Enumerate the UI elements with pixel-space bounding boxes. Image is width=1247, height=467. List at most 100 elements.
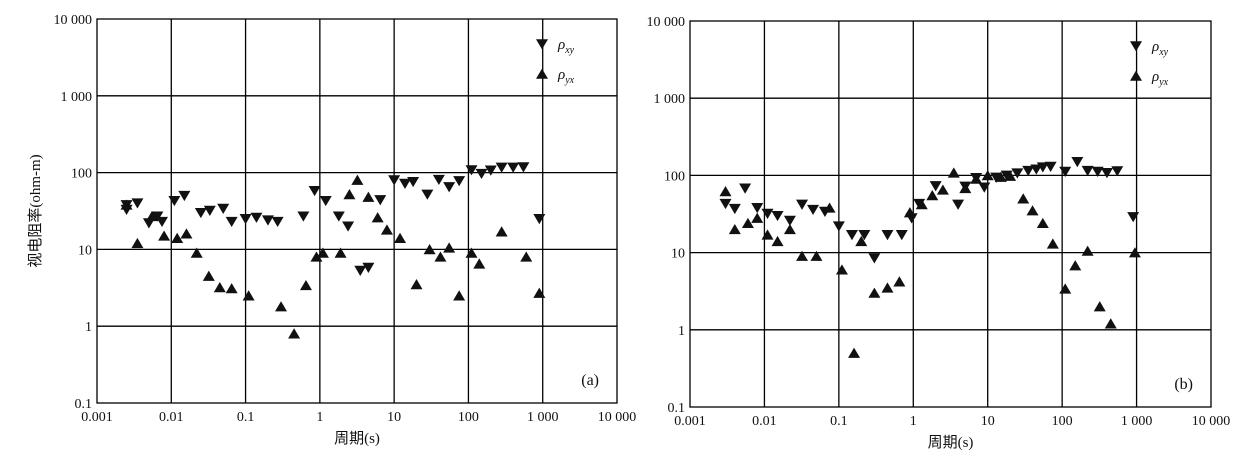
chart-a-xlabel: 周期(s) bbox=[334, 430, 380, 447]
chart-a-point-rho-yx bbox=[443, 242, 456, 253]
chart-a-point-rho-yx bbox=[495, 226, 508, 237]
chart-b-ytick-label: 10 bbox=[671, 247, 685, 262]
chart-a-xtick-label: 100 bbox=[458, 410, 479, 425]
chart-a-ylabel: 视电阻率(ohm-m) bbox=[27, 154, 44, 267]
chart-a-point-rho-yx bbox=[343, 189, 356, 200]
chart-b-xtick-label: 1 bbox=[910, 414, 917, 429]
chart-a-point-rho-yx bbox=[120, 199, 133, 210]
chart-b-point-rho-yx bbox=[1059, 283, 1072, 294]
chart-b-ytick-label: 1 000 bbox=[654, 92, 686, 107]
chart-a-point-rho-yx bbox=[334, 247, 347, 258]
chart-b-point-rho-yx bbox=[959, 182, 972, 194]
chart-a-point-rho-yx bbox=[145, 210, 158, 222]
chart-b-ytick-label: 10 000 bbox=[647, 15, 686, 30]
chart-b-point-rho-yx bbox=[855, 235, 868, 247]
chart-a-point-rho-xy bbox=[342, 221, 355, 232]
chart-a-point-rho-yx bbox=[394, 232, 407, 243]
chart-a-legend-marker bbox=[536, 39, 548, 50]
chart-b-point-rho-xy bbox=[1011, 168, 1024, 179]
chart-b-point-rho-yx bbox=[719, 186, 732, 197]
chart-a-panel-label: (a) bbox=[581, 372, 599, 389]
chart-b-point-rho-yx bbox=[751, 212, 764, 223]
chart-b-point-rho-yx bbox=[848, 347, 861, 358]
chart-a-point-rho-xy bbox=[297, 211, 310, 222]
chart-a-point-rho-xy bbox=[131, 198, 144, 209]
chart-a-point-rho-xy bbox=[421, 189, 434, 200]
chart-b-series-rho-xy bbox=[719, 157, 1140, 264]
chart-b-point-rho-yx bbox=[1004, 170, 1017, 181]
chart-a-point-rho-xy bbox=[271, 216, 284, 228]
chart-a-point-rho-yx bbox=[453, 290, 466, 301]
chart-b-point-rho-xy bbox=[1111, 166, 1124, 177]
chart-b-point-rho-yx bbox=[915, 199, 928, 210]
chart-a-ytick-label: 100 bbox=[71, 167, 92, 182]
chart-a-point-rho-xy bbox=[217, 203, 230, 214]
chart-a-point-rho-yx bbox=[202, 270, 215, 281]
chart-a-xtick-label: 10 bbox=[387, 410, 401, 425]
chart-b-point-rho-yx bbox=[1036, 217, 1049, 229]
chart-a-xtick-label: 0.001 bbox=[81, 410, 113, 425]
chart-b-xlabel: 周期(s) bbox=[928, 434, 974, 451]
chart-b-point-rho-yx bbox=[970, 173, 983, 184]
chart-b-point-rho-xy bbox=[1059, 166, 1072, 178]
chart-a-point-rho-xy bbox=[239, 214, 252, 225]
chart-a-xtick-label: 1 bbox=[316, 410, 323, 425]
chart-b-point-rho-yx bbox=[893, 276, 906, 287]
chart-a-point-rho-xy bbox=[475, 168, 488, 180]
chart-b-panel-label: (b) bbox=[1174, 376, 1193, 393]
chart-a-legend-label: ρyx bbox=[557, 67, 575, 86]
chart-a-xtick-label: 0.01 bbox=[159, 410, 184, 425]
chart-a-point-rho-yx bbox=[423, 244, 436, 255]
chart-a-point-rho-xy bbox=[319, 195, 332, 207]
chart-a-legend-label: ρxy bbox=[557, 37, 575, 56]
chart-a-point-rho-xy bbox=[484, 165, 497, 176]
chart-a-point-rho-yx bbox=[380, 224, 393, 235]
chart-b-point-rho-yx bbox=[994, 171, 1007, 182]
chart-b-point-rho-xy bbox=[1127, 212, 1140, 223]
chart-b-point-rho-xy bbox=[796, 199, 809, 210]
chart-a-point-rho-yx bbox=[465, 247, 478, 258]
chart-b-xtick-label: 10 000 bbox=[1192, 414, 1231, 429]
chart-a-point-rho-xy bbox=[203, 205, 216, 217]
chart-a-point-rho-xy bbox=[374, 195, 387, 206]
chart-a-point-rho-xy bbox=[407, 176, 420, 188]
chart-a-legend-marker bbox=[536, 68, 548, 79]
chart-b-point-rho-yx bbox=[1104, 318, 1117, 329]
chart-b-point-rho-xy bbox=[832, 221, 845, 232]
chart-a-point-rho-xy bbox=[194, 207, 207, 219]
chart-a-point-rho-xy bbox=[225, 216, 238, 228]
chart-b-ytick-label: 100 bbox=[664, 169, 685, 184]
chart-a-point-rho-yx bbox=[242, 290, 255, 301]
chart-a-point-rho-xy bbox=[261, 215, 274, 226]
chart-b-panel: 0.001 0.01 0.1 1 10 100 1 000 10 000 0.1 1 10 100 1 … bbox=[647, 15, 1231, 451]
chart-a-point-rho-xy bbox=[362, 262, 375, 273]
chart-a-point-rho-xy bbox=[332, 211, 345, 222]
chart-a-point-rho-yx bbox=[190, 247, 203, 258]
chart-b-xtick-label: 10 bbox=[981, 414, 995, 429]
chart-a-point-rho-yx bbox=[131, 237, 144, 249]
chart-b-point-rho-xy bbox=[719, 198, 732, 210]
chart-b-point-rho-yx bbox=[1093, 301, 1106, 312]
chart-a-point-rho-xy bbox=[465, 165, 478, 176]
chart-a-point-rho-yx bbox=[225, 283, 238, 294]
chart-a-point-rho-yx bbox=[158, 230, 171, 241]
chart-b-point-rho-xy bbox=[783, 215, 796, 226]
chart-a-point-rho-xy bbox=[354, 265, 367, 276]
chart-a-point-rho-yx bbox=[171, 232, 184, 243]
chart-b-point-rho-yx bbox=[796, 250, 809, 261]
chart-b-point-rho-xy bbox=[881, 230, 894, 241]
chart-b-point-rho-xy bbox=[858, 230, 871, 241]
chart-b-point-rho-yx bbox=[947, 167, 960, 178]
chart-a-xtick-label: 10 000 bbox=[598, 410, 637, 425]
chart-b-series-rho-yx bbox=[719, 167, 1141, 358]
chart-a-point-rho-yx bbox=[362, 191, 375, 202]
chart-a-point-rho-yx bbox=[533, 287, 546, 298]
chart-a-point-rho-xy bbox=[156, 216, 169, 228]
chart-a-point-rho-xy bbox=[250, 212, 263, 223]
chart-a-point-rho-xy bbox=[168, 195, 181, 207]
chart-a-point-rho-xy bbox=[388, 175, 401, 186]
chart-a-series-rho-xy bbox=[120, 162, 546, 276]
chart-b-point-rho-xy bbox=[1071, 157, 1084, 168]
chart-b-point-rho-xy bbox=[728, 203, 741, 215]
chart-b-point-rho-yx bbox=[868, 287, 881, 298]
